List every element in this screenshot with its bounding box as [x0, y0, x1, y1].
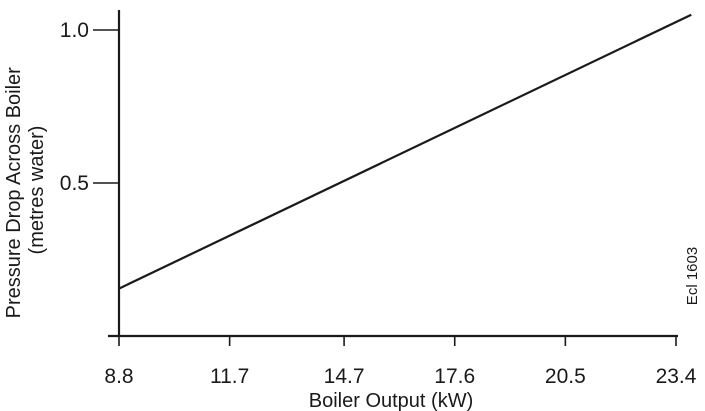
- y-tick-label: 1.0: [60, 19, 89, 42]
- y-tick-label: 0.5: [60, 172, 89, 195]
- x-tick-label: 8.8: [104, 365, 133, 388]
- y-axis-title: Pressure Drop Across Boiler (metres wate…: [3, 62, 48, 319]
- series-group: [118, 13, 692, 290]
- y-ticks: 0.5 1.0: [60, 19, 119, 195]
- x-axis-title: Boiler Output (kW): [309, 390, 473, 411]
- x-tick-label: 11.7: [210, 365, 249, 388]
- figure-code-label: Ecl 1603: [684, 247, 701, 305]
- x-tick-label: 14.7: [324, 365, 365, 388]
- x-tick-label: 23.4: [656, 365, 697, 388]
- x-tick-label: 20.5: [545, 365, 586, 388]
- y-axis-title-line-1: Pressure Drop Across Boiler: [3, 67, 25, 319]
- x-ticks: 8.8 11.7 14.7 17.6 20.5 23.4: [104, 336, 697, 388]
- y-axis-title-line-2: (metres water): [26, 126, 48, 255]
- x-tick-label: 17.6: [434, 365, 475, 388]
- series-line: [118, 13, 692, 290]
